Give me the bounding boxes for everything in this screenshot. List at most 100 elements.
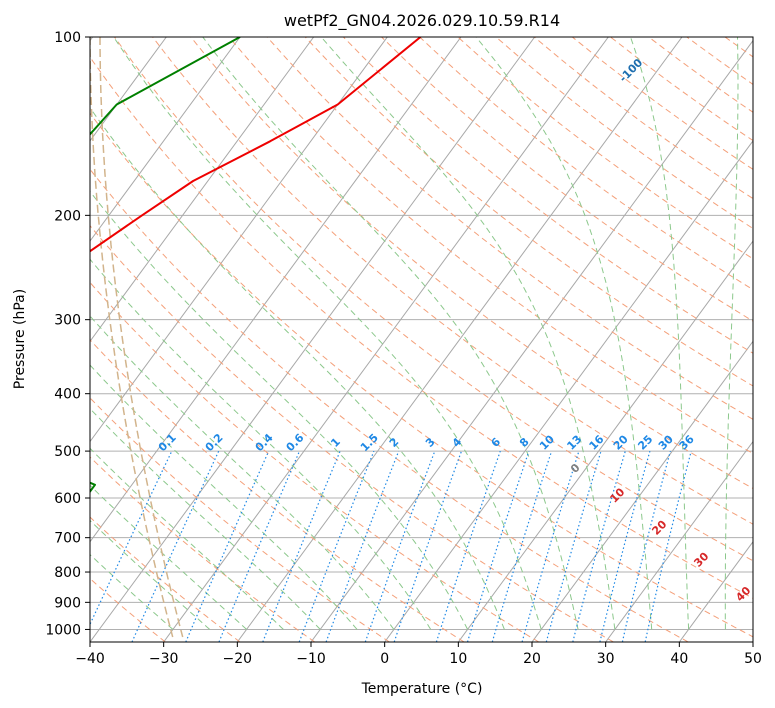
isotherm-line [384, 140, 753, 642]
y-tick-label: 400 [54, 387, 81, 403]
moist-adiabat-line [475, 37, 653, 630]
plot-frame [89, 36, 754, 643]
isotherm-line [310, 39, 753, 642]
dewpoint-trace [90, 37, 241, 494]
dry-adiabat-line [571, 37, 753, 170]
isotherm-line [90, 37, 241, 242]
y-axis-label: Pressure (hPa) [12, 289, 28, 389]
mixing-ratio-label: 3 [423, 435, 438, 450]
isotherm-line [752, 641, 753, 642]
moist-adiabat-line [90, 553, 174, 630]
x-tick-label: −10 [296, 651, 326, 667]
dry-adiabat-line [90, 397, 390, 642]
reference-curve [90, 37, 174, 638]
mixing-ratio-line [218, 450, 301, 642]
dry-adiabat-line [381, 37, 753, 322]
dry-adiabat-line [152, 37, 753, 525]
mixing-ratio-line [621, 450, 671, 642]
y-tick-label: 800 [54, 565, 81, 581]
dry-adiabat-line [266, 37, 753, 420]
x-tick-label: −20 [223, 651, 253, 667]
isotherm-line [678, 540, 753, 642]
dry-adiabat-line [763, 37, 775, 642]
moist-adiabat-line [90, 447, 284, 630]
mixing-ratio-label: 6 [489, 435, 504, 450]
y-tick-label: 1000 [45, 622, 81, 638]
mixing-ratio-label: 13 [564, 433, 584, 453]
moist-adiabat-label: 40 [733, 584, 753, 604]
moist-adiabat-line [90, 190, 469, 630]
mixing-ratio-label: 36 [677, 432, 697, 452]
moist-adiabat-line [113, 37, 542, 630]
mixing-ratio-label: 1 [328, 435, 343, 450]
dry-adiabat-line [90, 456, 315, 642]
reference-curve [99, 37, 184, 638]
mixing-ratio-label: 10 [537, 432, 557, 452]
chart-title: wetPf2_GN04.2026.029.10.59.R14 [284, 11, 560, 31]
mixing-ratio-line [325, 450, 400, 642]
dry-adiabat-line [457, 37, 753, 260]
isotherm-line [90, 37, 536, 642]
mixing-ratio-line [393, 450, 463, 642]
axes: −40 −30 −20 −10 0 10 20 30 40 50 100 200 300 400 500 60… [45, 30, 762, 667]
moist-adiabat-line [724, 37, 739, 630]
mixing-ratio-label: 2 [387, 435, 402, 450]
isotherm-line [90, 37, 462, 543]
mixing-ratio-line [298, 450, 375, 642]
dry-adiabat-line [90, 112, 753, 638]
plot-area: 0.10.20.40.611.52346810131620253036-100-… [90, 37, 775, 642]
dry-adiabat-line [724, 37, 753, 58]
dry-adiabat-line [304, 37, 753, 387]
mixing-ratio-label: 20 [611, 432, 631, 452]
mixing-ratio-line [491, 450, 553, 642]
isotherm-line [605, 440, 753, 642]
moist-adiabat-label: 0 [568, 461, 583, 476]
isotherm-line [236, 37, 683, 642]
isotherm-line [163, 37, 609, 642]
y-tick-label: 600 [54, 491, 81, 507]
y-tick-label: 500 [54, 444, 81, 460]
moist-adiabat-line [90, 106, 505, 630]
y-tick-label: 700 [54, 531, 81, 547]
mixing-ratio-line [90, 450, 173, 626]
x-tick-label: −40 [75, 651, 105, 667]
mixing-ratio-line [599, 450, 651, 642]
x-tick-label: −30 [149, 651, 179, 667]
y-tick-label: 300 [54, 313, 81, 329]
x-tick-label: 50 [744, 651, 762, 667]
isotherm-line [457, 240, 753, 642]
x-tick-label: 40 [670, 651, 688, 667]
moist-adiabat-line [320, 37, 616, 630]
dry-adiabat-line [419, 37, 753, 291]
dry-adiabat-line [228, 37, 753, 455]
y-tick-label: 200 [54, 208, 81, 224]
x-tick-label: 30 [597, 651, 615, 667]
mixing-ratio-line [644, 450, 692, 642]
dry-adiabat-line [90, 168, 689, 642]
moist-adiabat-line [202, 37, 579, 630]
moist-adiabat-line [90, 407, 321, 630]
dry-adiabat-line [90, 224, 614, 642]
mixing-ratio-line [262, 450, 341, 642]
y-tick-label: 900 [54, 595, 81, 611]
x-tick-label: 20 [523, 651, 541, 667]
mixing-ratio-line [572, 450, 626, 642]
moist-adiabat-line [90, 258, 432, 630]
moist-adiabat-line [90, 484, 247, 630]
mixing-ratio-label: 4 [450, 435, 465, 450]
mixing-ratio-label: 25 [635, 433, 655, 453]
x-axis-label: Temperature (°C) [361, 681, 483, 697]
mixing-ratio-line [364, 450, 436, 642]
mixing-ratio-label: 8 [517, 435, 532, 450]
mixing-ratio-line [521, 450, 580, 642]
dry-adiabat-line [90, 516, 241, 642]
x-tick-label: 10 [449, 651, 467, 667]
moist-adiabat-line [90, 519, 211, 630]
isotherm-line [531, 340, 753, 642]
y-tick-label: 100 [54, 30, 81, 46]
moist-adiabat-line [630, 37, 690, 630]
isotherm-line [90, 37, 388, 443]
isotherm-line [90, 37, 315, 343]
mixing-ratio-line [545, 450, 602, 642]
